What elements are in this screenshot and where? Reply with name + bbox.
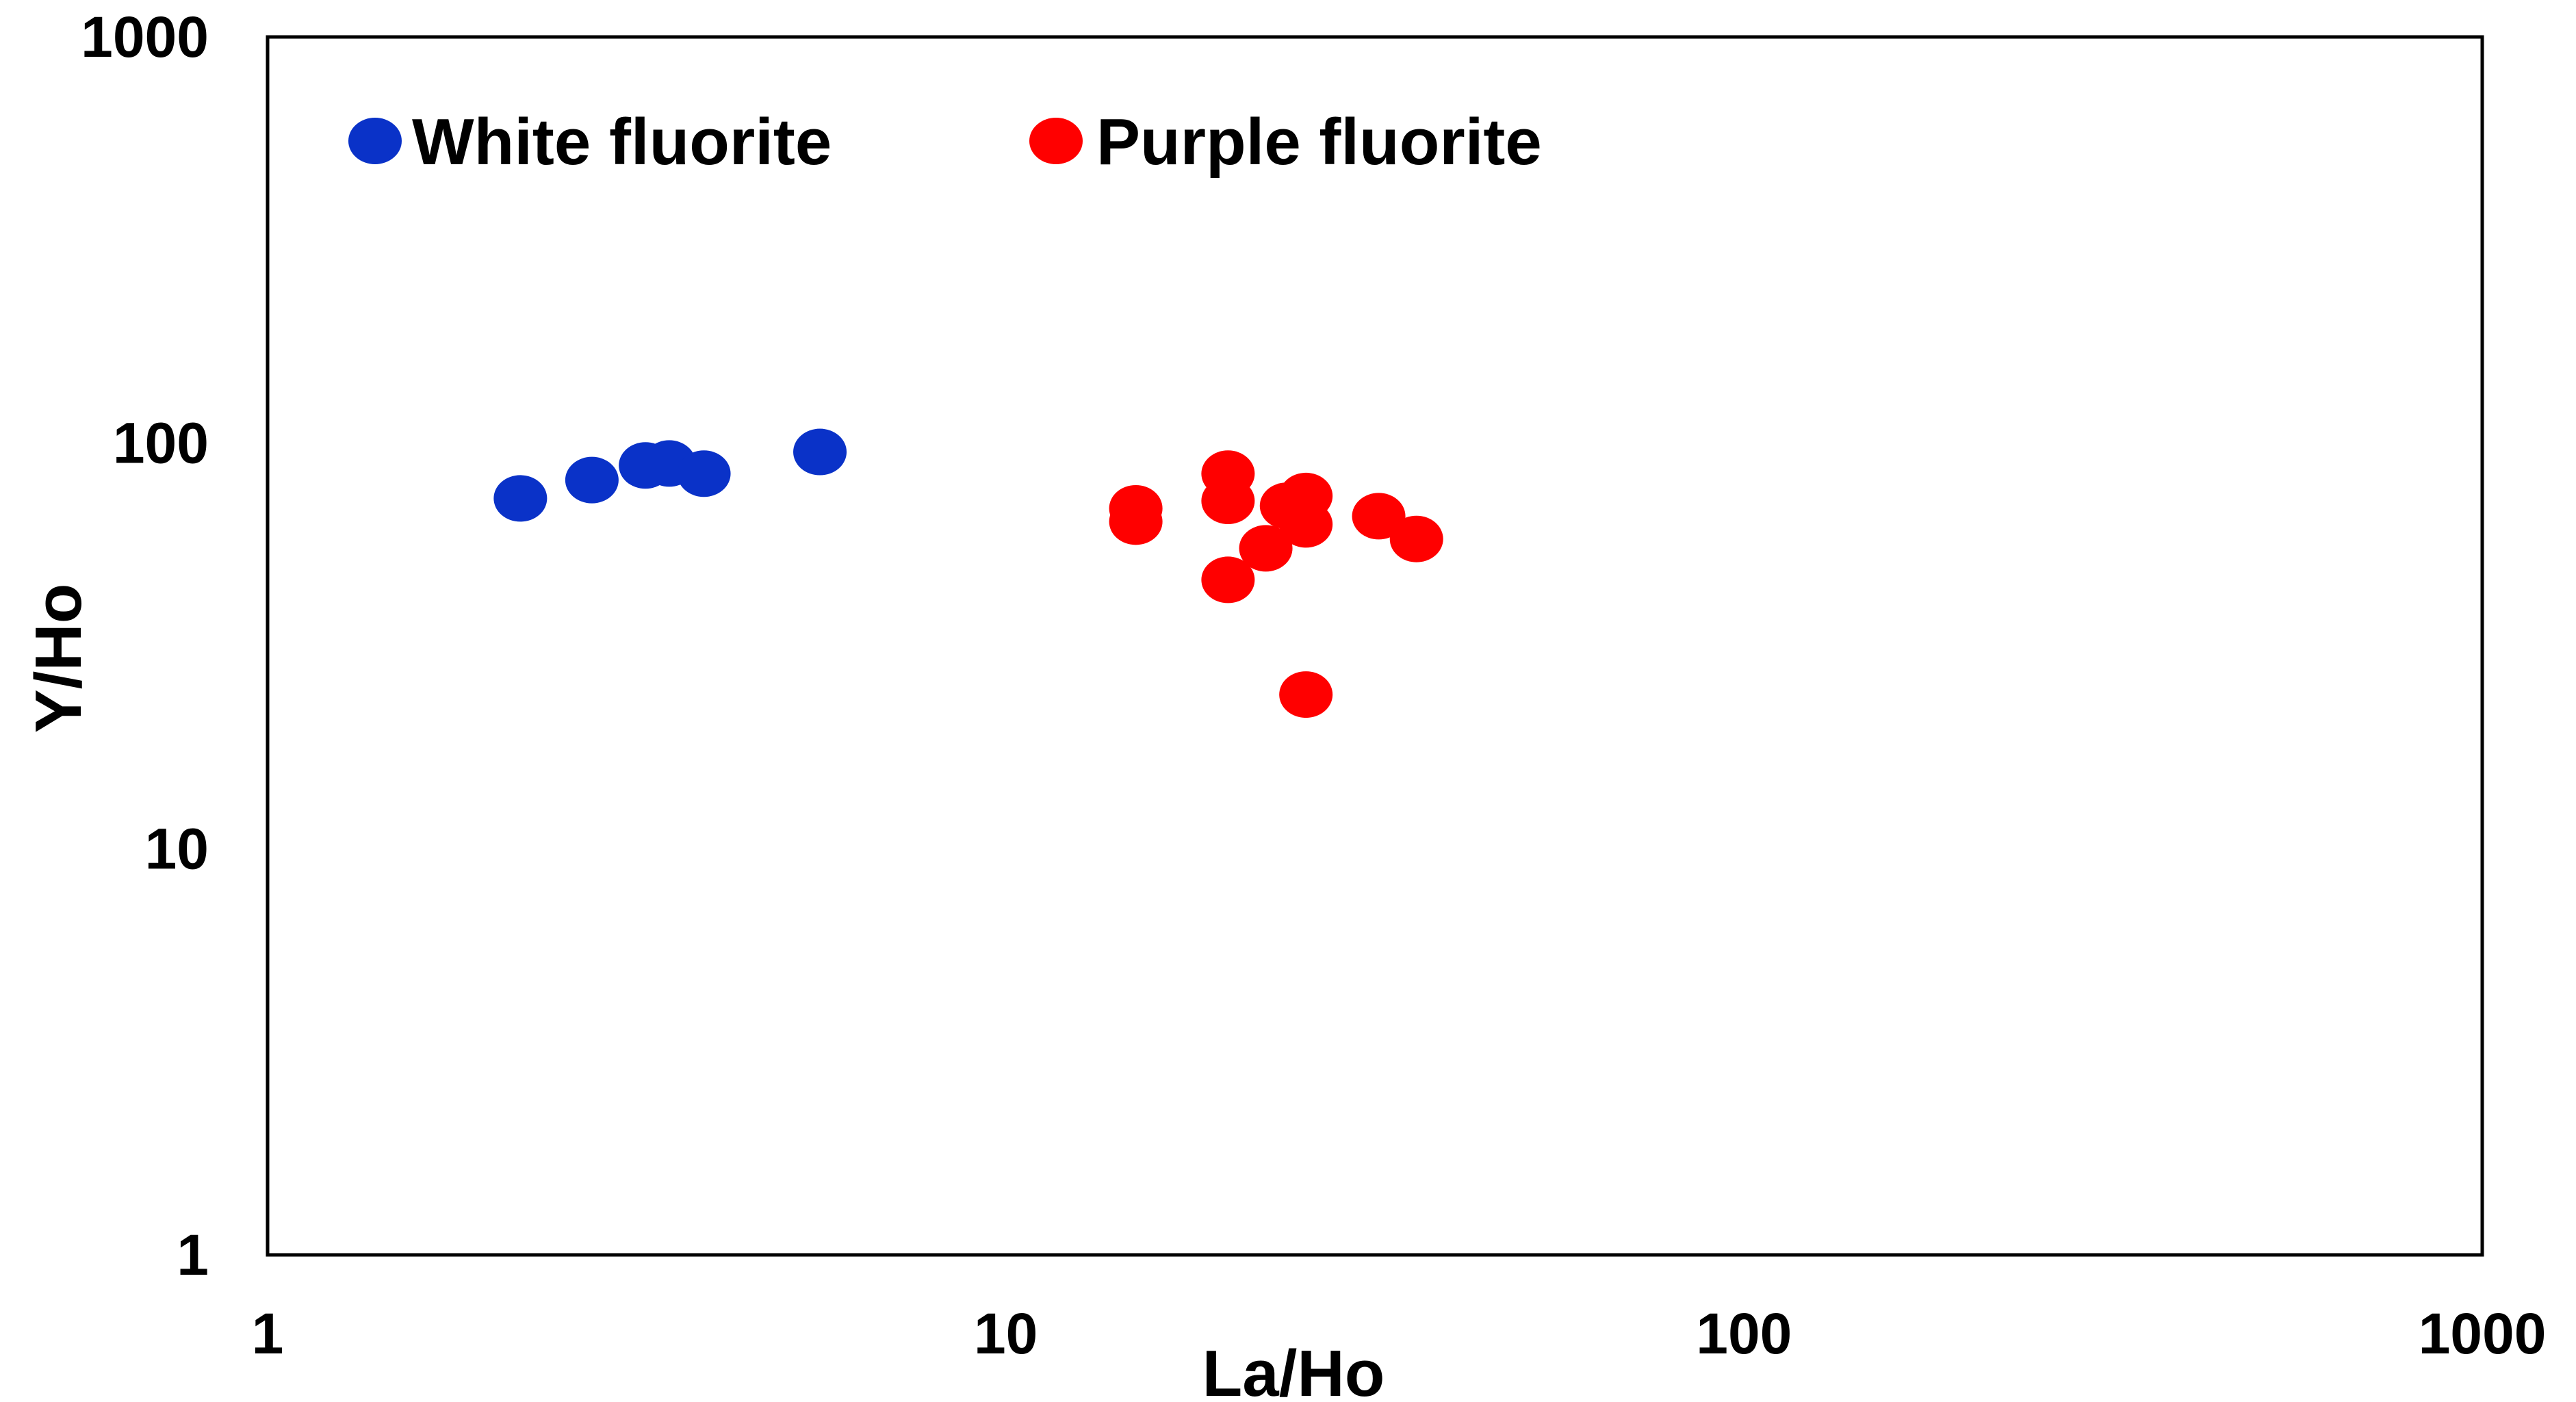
y-tick-label-1: 1 (177, 1223, 209, 1287)
data-points (493, 428, 1443, 718)
legend-marker-purple-fluorite (1029, 118, 1083, 164)
x-axis-label: La/Ho (1202, 1337, 1385, 1402)
y-tick-label-10: 10 (145, 817, 209, 881)
y-axis-ticks: 1 10 100 1000 (81, 5, 209, 1287)
x-tick-label-1000: 1000 (2419, 1301, 2547, 1366)
white-fluorite-point-6 (793, 428, 847, 476)
purple-fluorite-point-9 (1279, 501, 1333, 548)
legend-label-purple-fluorite: Purple fluorite (1096, 105, 1542, 179)
plot-area (266, 35, 2484, 1257)
purple-fluorite-point-10 (1279, 671, 1333, 718)
legend: White fluorite Purple fluorite (348, 105, 1542, 179)
white-fluorite-point-5 (677, 450, 731, 497)
purple-fluorite-point-5 (1201, 556, 1255, 603)
purple-fluorite-point-4 (1201, 477, 1255, 524)
x-tick-label-10: 10 (974, 1301, 1038, 1366)
x-axis-ticks: 1 10 100 1000 (252, 1301, 2547, 1366)
y-tick-label-100: 100 (113, 411, 209, 475)
legend-marker-white-fluorite (348, 118, 402, 164)
y-tick-label-1000: 1000 (81, 5, 209, 69)
x-tick-label-1: 1 (252, 1301, 284, 1366)
y-axis-label: Y/Ho (22, 584, 95, 734)
legend-label-white-fluorite: White fluorite (412, 105, 832, 179)
purple-fluorite-point-2 (1109, 498, 1163, 545)
purple-fluorite-point-12 (1389, 515, 1443, 562)
purple-fluorite-point-11 (1352, 493, 1406, 540)
white-fluorite-point-2 (565, 456, 619, 504)
x-tick-label-100: 100 (1696, 1301, 1792, 1366)
white-fluorite-point-1 (493, 475, 548, 522)
purple-fluorite-point-6 (1239, 525, 1293, 572)
